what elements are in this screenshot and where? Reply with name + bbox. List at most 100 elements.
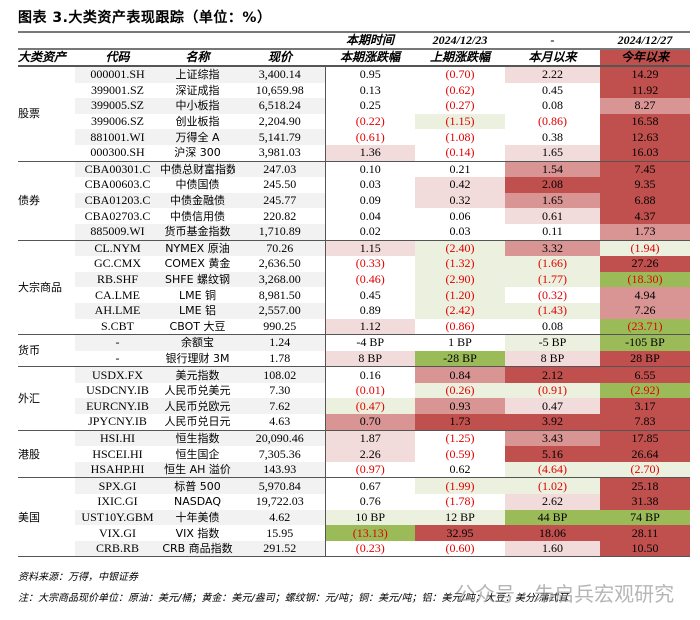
name-cell: 万得全 A: [160, 129, 235, 145]
code-cell: CA.LME: [95, 287, 140, 302]
code-cell: -: [75, 334, 160, 351]
prev-change-cell: 0.32: [415, 192, 505, 209]
price-cell: 990.25: [235, 318, 326, 335]
ytd-change-cell: 4.37: [600, 208, 690, 224]
name-cell: 人民币兑欧元: [160, 398, 235, 415]
period-change-cell: 0.16: [359, 367, 381, 382]
period-change-cell: (0.33): [355, 256, 385, 271]
mtd-change-cell: 0.08: [542, 98, 563, 113]
code-cell: 399006.SZ: [90, 114, 144, 129]
table-row: IXIC.GI NASDAQ 19,722.03 0.76 (1.78) 2.62 31.3…: [18, 494, 690, 510]
ytd-change-cell: 14.29: [600, 66, 690, 83]
price-cell: 3,400.14: [235, 66, 326, 83]
prev-change-cell: (1.78): [445, 494, 475, 509]
price-cell: 1.24: [235, 334, 326, 351]
ytd-change-cell: 12.63: [600, 129, 690, 145]
mtd-change-cell: 0.08: [542, 318, 563, 333]
price-cell: 2,557.00: [235, 302, 326, 319]
period-change-cell: 0.03: [359, 177, 381, 192]
ytd-change-cell: 9.35: [600, 177, 690, 193]
table-title: 图表 3.大类资产表现跟踪（单位：%）: [18, 10, 272, 26]
prev-change-cell: (1.99): [415, 477, 505, 495]
code-cell: EURCNY.IB: [75, 398, 160, 415]
ytd-change-cell: 28 BP: [600, 350, 690, 367]
period-change-cell: 0.13: [359, 82, 381, 97]
source-note: 资料来源：万得，中银证券: [18, 572, 138, 583]
ytd-change-cell: 6.88: [600, 192, 690, 209]
table-row: 债券 CBA00301.C 中债总财富指数 247.03 0.10 0.21 1.54 7.4…: [18, 161, 690, 207]
name-cell: 银行理财 3M: [165, 351, 230, 365]
name-cell: 人民币兑日元: [164, 415, 231, 429]
name-cell: 上证综指: [160, 66, 235, 83]
ytd-change-cell: -105 BP: [600, 334, 690, 351]
table-row: GC.CMX COMEX 黄金 2,636.50 (0.33) (1.32) (1.66)…: [18, 256, 690, 272]
price-cell: 1.78: [235, 350, 326, 367]
price-cell: 245.50: [235, 177, 326, 193]
price-cell: 3,268.00: [235, 271, 326, 288]
period-change-cell: 0.67: [359, 478, 381, 493]
name-cell: NYMEX 原油: [160, 240, 235, 257]
prev-change-cell: (0.27): [445, 98, 475, 113]
code-cell: 399005.SZ: [75, 98, 160, 114]
name-cell: 恒生 AH 溢价: [160, 461, 235, 478]
prev-change-cell: (0.60): [445, 541, 475, 556]
prev-change-cell: (2.40): [415, 240, 505, 257]
prev-change-cell: (0.59): [445, 446, 475, 461]
name-cell: SHFE 螺纹钢: [160, 271, 235, 288]
mtd-change-cell: (1.77): [505, 271, 600, 288]
prev-change-cell: (2.90): [415, 271, 505, 288]
price-cell: 7,305.36: [235, 446, 326, 462]
mtd-change-cell: 0.47: [505, 398, 600, 415]
ytd-change-cell: (23.71): [600, 318, 690, 335]
code-cell: USDX.FX: [75, 366, 160, 383]
name-cell: 中债金融债: [160, 192, 235, 209]
prev-change-cell: 0.62: [449, 462, 471, 477]
unit-note: 注：大宗商品现价单位：原油：美元/桶；黄金：美元/盎司；螺纹钢：元/吨；铜：美元…: [18, 593, 569, 604]
price-cell: 220.82: [235, 208, 326, 224]
table-row: HSCEI.HI 恒生国企 7,305.36 2.26 (0.59) 5.16 26.64: [18, 446, 690, 462]
asset-class-label: 股票: [18, 107, 40, 121]
mtd-change-cell: (0.32): [538, 287, 567, 302]
ytd-change-cell: (18.30): [600, 271, 690, 288]
ytd-change-cell: 1.73: [600, 223, 690, 241]
ytd-change-cell: (2.70): [600, 461, 690, 478]
table-row: HSAHP.HI 恒生 AH 溢价 143.93 (0.97) 0.62 (4.64) (2…: [18, 461, 690, 478]
table-row: CA.LME LME 铜 8,981.50 0.45 (1.20) (0.32) 4.94: [18, 287, 690, 303]
header-c1: 本期涨跌幅: [339, 50, 400, 64]
mtd-change-cell: 0.45: [542, 82, 563, 97]
price-cell: 5,970.84: [235, 477, 326, 495]
asset-class-label: 美国: [18, 510, 40, 524]
name-cell: 中小板指: [160, 98, 235, 114]
price-cell: 2,636.50: [235, 256, 326, 272]
period-change-cell: 0.10: [359, 161, 381, 176]
period-change-cell: -4 BP: [356, 335, 385, 350]
ytd-change-cell: 11.92: [600, 82, 690, 99]
name-cell: 标普 500: [160, 477, 235, 495]
code-cell: IXIC.GI: [97, 494, 138, 509]
watermark: 公众号 · 朱启兵宏观研究: [455, 582, 675, 606]
prev-change-cell: (1.08): [445, 129, 475, 144]
period-change-cell: 0.45: [359, 287, 381, 302]
mtd-change-cell: 0.11: [542, 224, 563, 239]
mtd-change-cell: 1.65: [505, 192, 600, 209]
name-cell: NASDAQ: [173, 495, 221, 509]
header-code: 代码: [105, 50, 130, 64]
period-change-cell: (13.13): [325, 525, 415, 541]
prev-change-cell: (0.62): [445, 82, 475, 97]
asset-performance-table: 本期时间 2024/12/23 - 2024/12/27 大类资产 代码 名称 …: [18, 31, 690, 557]
code-cell: HSCEI.HI: [92, 446, 143, 461]
name-cell: 货币基金指数: [160, 223, 235, 241]
mtd-change-cell: (0.91): [505, 382, 600, 399]
price-cell: 70.26: [235, 240, 326, 257]
mtd-change-cell: 0.38: [542, 129, 563, 144]
header-c4: 今年以来: [600, 49, 690, 66]
ytd-change-cell: 6.55: [600, 366, 690, 383]
ytd-change-cell: 17.85: [600, 430, 690, 447]
group-5: 港股 HSI.HI 恒生指数 20,090.46 1.87 (1.25) 3.43 17.85…: [18, 430, 690, 478]
code-cell: 000300.SH: [90, 145, 145, 160]
mtd-change-cell: 2.08: [505, 177, 600, 193]
price-cell: 245.77: [235, 192, 326, 209]
mtd-change-cell: 1.60: [505, 540, 600, 557]
header-c3: 本月以来: [528, 50, 577, 64]
ytd-change-cell: 7.26: [600, 302, 690, 319]
